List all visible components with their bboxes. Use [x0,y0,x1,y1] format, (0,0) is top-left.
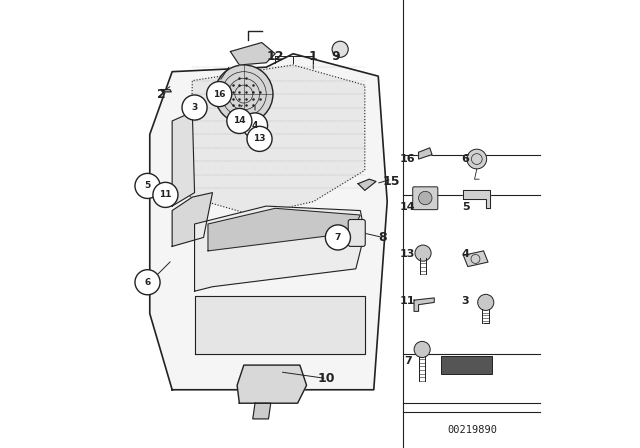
Polygon shape [463,190,490,208]
Polygon shape [150,54,387,390]
Polygon shape [419,148,432,159]
Circle shape [325,225,351,250]
Text: 13: 13 [400,250,415,259]
Text: 10: 10 [318,372,335,385]
Circle shape [215,65,273,123]
Circle shape [419,191,432,205]
Text: 15: 15 [383,175,401,188]
Text: 3: 3 [462,296,469,306]
Text: 16: 16 [213,90,225,99]
Text: 3: 3 [191,103,198,112]
Circle shape [247,126,272,151]
Polygon shape [237,365,307,403]
Circle shape [332,41,348,57]
Circle shape [135,173,160,198]
Polygon shape [253,403,271,419]
Text: 4: 4 [252,121,258,130]
Polygon shape [161,90,172,92]
Circle shape [414,341,430,358]
Text: 14: 14 [233,116,246,125]
Text: 5: 5 [145,181,150,190]
Polygon shape [190,65,365,215]
Text: 11: 11 [159,190,172,199]
Circle shape [182,95,207,120]
Polygon shape [414,298,435,311]
Bar [441,356,493,374]
Text: 12: 12 [266,49,284,63]
Text: 6: 6 [461,154,470,164]
Polygon shape [208,208,360,251]
Polygon shape [230,43,275,65]
Circle shape [415,245,431,261]
FancyBboxPatch shape [348,220,365,246]
Circle shape [243,113,268,138]
Text: 4: 4 [461,250,470,259]
Text: 8: 8 [378,231,387,244]
Text: 1: 1 [309,49,317,63]
Circle shape [135,270,160,295]
Circle shape [153,182,178,207]
Text: 7: 7 [335,233,341,242]
Polygon shape [172,193,212,246]
Circle shape [467,149,486,169]
Polygon shape [172,112,195,206]
Text: 6: 6 [145,278,150,287]
Circle shape [227,108,252,134]
Text: 13: 13 [253,134,266,143]
Circle shape [207,82,232,107]
Text: 16: 16 [400,154,415,164]
Polygon shape [195,206,365,291]
Circle shape [477,294,494,310]
Polygon shape [358,179,376,190]
Text: 7: 7 [404,356,412,366]
Text: 11: 11 [400,296,415,306]
Polygon shape [195,296,365,354]
Text: 00219890: 00219890 [447,425,497,435]
Text: 14: 14 [400,202,415,212]
FancyBboxPatch shape [413,187,438,210]
Polygon shape [463,251,488,267]
Text: 5: 5 [462,202,469,212]
Text: 9: 9 [332,49,340,63]
Text: 2: 2 [157,87,165,101]
